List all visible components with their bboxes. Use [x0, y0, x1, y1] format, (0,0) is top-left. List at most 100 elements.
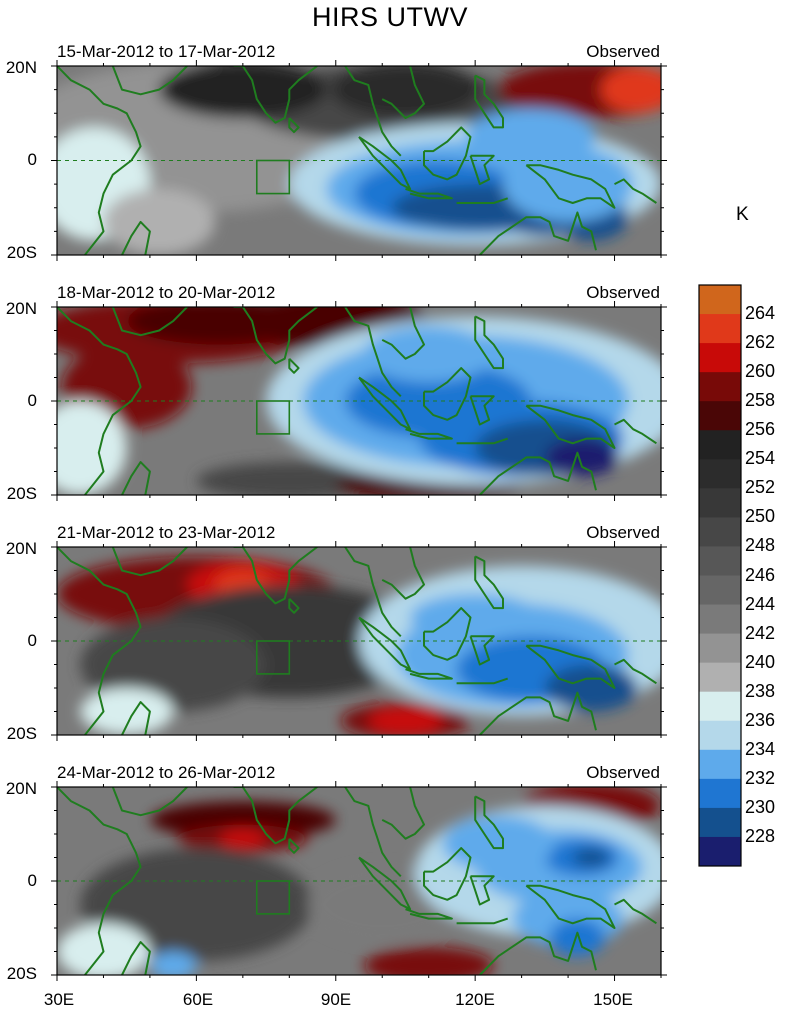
map-panel-4 [51, 781, 667, 981]
coastline [614, 178, 657, 204]
coastline [525, 164, 616, 209]
colorbar-swatch [699, 633, 741, 664]
panel-3-date-range: 21-Mar-2012 to 23-Mar-2012 [57, 523, 276, 542]
colorbar-swatch [699, 459, 741, 489]
coastline [479, 691, 597, 735]
coastline [57, 547, 142, 735]
coastline [474, 315, 504, 370]
coastline [456, 677, 509, 685]
colorbar-frame [698, 284, 742, 867]
field-contour [549, 918, 606, 957]
field-contour [503, 146, 634, 222]
coastline [344, 787, 402, 878]
coastline [456, 437, 509, 445]
coastline [344, 307, 402, 398]
colorbar-label: 244 [745, 593, 776, 614]
coastline [381, 307, 425, 360]
colorbar-swatch [699, 836, 741, 867]
panel-1-tag: Observed [586, 42, 660, 61]
coastlines [57, 787, 657, 975]
coastline [381, 787, 425, 840]
colorbar-label: 256 [745, 419, 776, 440]
map-panel-1 [51, 60, 667, 261]
coastline [111, 307, 188, 337]
field-contour [219, 829, 267, 849]
field-contour [363, 946, 494, 975]
colorbar-label: 232 [745, 767, 776, 788]
coastline [358, 376, 412, 431]
panel-1-date-range: 15-Mar-2012 to 17-Mar-2012 [57, 42, 276, 61]
coastline [121, 461, 151, 495]
lon-label-150e: 150E [593, 990, 633, 1009]
coastline [344, 66, 402, 157]
colorbar-swatch [699, 662, 741, 693]
coastline [423, 367, 472, 421]
coastline [405, 428, 453, 440]
coastline [469, 395, 495, 426]
field-contour [196, 462, 383, 495]
panel-3-tag: Observed [586, 523, 660, 542]
lat-label-20s: 20S [6, 964, 37, 983]
colorbar-swatch [699, 807, 741, 838]
coastline [57, 787, 142, 975]
field-contour [80, 848, 313, 961]
coastline [474, 555, 504, 610]
coastline [614, 658, 657, 685]
field-contour [544, 438, 620, 477]
coastline [288, 117, 300, 134]
panel-2-date-range: 18-Mar-2012 to 20-Mar-2012 [57, 283, 276, 302]
coastline [358, 136, 412, 190]
colorbar-label: 234 [745, 738, 776, 759]
colorbar-swatch [699, 343, 741, 373]
coastline [405, 908, 453, 920]
colorbar-label: 250 [745, 506, 776, 527]
colorbar-label: 240 [745, 651, 776, 672]
colorbar-label: 260 [745, 361, 776, 382]
coastline [233, 787, 318, 845]
colorbar-swatch [699, 546, 741, 576]
colorbar-swatch [699, 430, 741, 460]
colorbar-swatch [699, 488, 741, 518]
field-contour [410, 594, 541, 641]
coastline [121, 220, 151, 255]
lat-label-20s: 20S [6, 484, 37, 503]
lat-label-20n: 20N [5, 539, 37, 558]
lat-label-20n: 20N [5, 299, 37, 318]
coastline [479, 931, 597, 975]
coastline [57, 66, 142, 255]
colorbar-label: 228 [745, 825, 776, 846]
coastline [344, 547, 402, 638]
colorbar-label: 230 [745, 796, 776, 817]
colorbar-label: 262 [745, 332, 776, 353]
field-contour [368, 706, 443, 735]
field-contour [103, 188, 215, 255]
utwv-field [57, 66, 661, 255]
field-contour [149, 951, 197, 975]
coastline [423, 847, 472, 901]
coastline [381, 547, 425, 600]
colorbar-label: 246 [745, 564, 776, 585]
lat-label-20n: 20N [5, 779, 37, 798]
colorbar-label: 242 [745, 622, 776, 643]
colorbar-label: 254 [745, 448, 776, 469]
coastline [405, 187, 453, 200]
coastline [381, 66, 425, 119]
map-panel-3 [51, 541, 667, 741]
coastline [525, 644, 616, 689]
coastline [469, 154, 495, 186]
lat-label-20n: 20N [5, 58, 37, 77]
region-box [255, 640, 291, 675]
panel-4-date-range: 24-Mar-2012 to 26-Mar-2012 [57, 763, 276, 782]
colorbar-swatch [699, 575, 741, 606]
field-contour [331, 66, 480, 118]
coastline [111, 66, 188, 96]
coastline [479, 451, 597, 495]
coastline [288, 837, 300, 854]
coastline [525, 404, 616, 449]
region-box [255, 159, 291, 195]
lat-label-eq: 0 [27, 631, 37, 650]
coastlines [57, 66, 657, 255]
colorbar-swatch [699, 401, 741, 431]
lat-label-eq: 0 [27, 150, 37, 169]
